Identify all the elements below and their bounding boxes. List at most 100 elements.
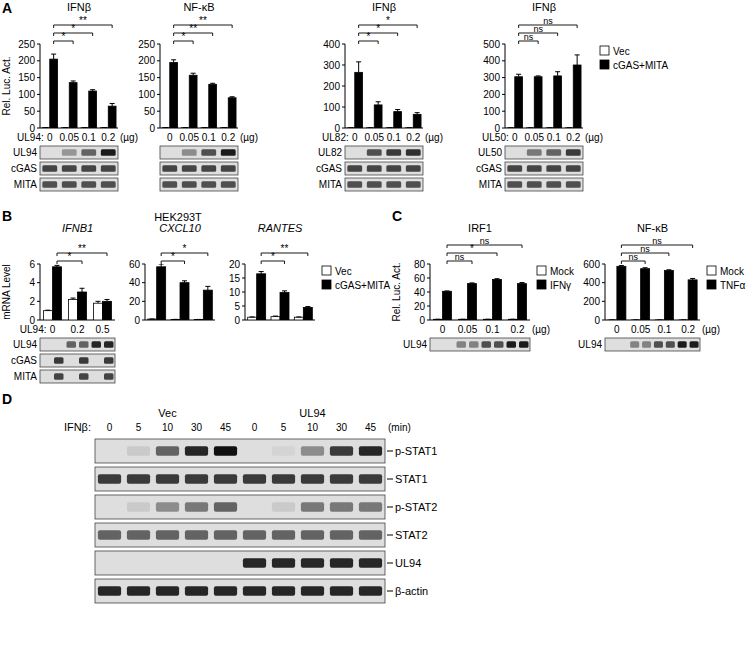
error-bar [415, 113, 420, 115]
blot-band [482, 341, 492, 348]
blot-band [330, 474, 353, 484]
blot-band [243, 474, 266, 484]
blot-band [67, 373, 77, 380]
plot-area [44, 265, 112, 320]
error-bar [80, 288, 85, 292]
row-pointer [387, 535, 393, 536]
blot-band [79, 341, 89, 348]
blot-band [185, 446, 208, 456]
blot-band [214, 446, 237, 456]
bar [347, 127, 355, 128]
error-bar [511, 319, 516, 320]
blot-band [221, 149, 236, 156]
bar [294, 317, 303, 320]
blot-band [507, 341, 517, 348]
bar [405, 127, 413, 128]
y-tick-label: 400 [323, 39, 340, 50]
blot-band [406, 165, 421, 172]
blot-band [330, 586, 353, 596]
x-tick-label: 0.05 [458, 324, 478, 335]
x-tick-label: 0.1 [387, 132, 401, 143]
y-tick-label: 15 [229, 273, 241, 284]
blot-band [507, 165, 522, 172]
blot-band [301, 586, 324, 596]
y-tick [502, 60, 505, 61]
y-tick [37, 264, 40, 265]
y-tick-label: 300 [483, 72, 500, 83]
blot-band [272, 558, 295, 568]
blot-band [507, 181, 522, 188]
error-bar [436, 319, 441, 320]
blot-band [301, 530, 324, 540]
x-tick-label: 0.05 [631, 324, 651, 335]
y-tick [242, 292, 245, 293]
error-bar [43, 127, 48, 128]
blot-band [367, 165, 382, 172]
error-bar [516, 74, 521, 77]
chart-title: IRF1 [468, 222, 492, 234]
bar [688, 280, 697, 320]
blot-band [690, 341, 699, 348]
error-bar [305, 306, 310, 308]
chart: NF-κB020040060000.050.10.2(µg)nsnsnsMock… [578, 222, 745, 351]
y-tick-label: 2 [29, 296, 35, 307]
error-bar [407, 127, 412, 128]
plot-area [42, 54, 116, 128]
bar [355, 72, 363, 128]
error-bar [82, 127, 87, 128]
error-bar [55, 265, 60, 266]
blot-label: MITA [319, 179, 342, 190]
y-tick-label: 100 [18, 89, 35, 100]
bar [459, 319, 468, 320]
blot-label: p-STAT2 [395, 501, 437, 513]
x-unit: (µg) [240, 132, 258, 143]
bar [632, 319, 641, 320]
blot-band [272, 474, 295, 484]
blot-band [92, 341, 102, 348]
x-tick-label: 0 [512, 132, 518, 143]
y-tick-label: 100 [138, 89, 155, 100]
x-prefix: UL50: [482, 132, 509, 143]
blot-band [243, 586, 266, 596]
blot-band [127, 502, 150, 512]
y-axis [605, 264, 606, 320]
bar [162, 127, 170, 128]
bar [209, 84, 217, 128]
blot-band [127, 586, 150, 596]
x-tick-label: 0.5 [96, 324, 110, 335]
background [0, 0, 750, 656]
y-tick [342, 128, 345, 129]
y-axis-label: mRNA Level [1, 264, 12, 320]
y-tick [427, 292, 430, 293]
blot-band [642, 341, 651, 348]
significance-label: ** [79, 15, 87, 26]
blot-band [182, 149, 197, 156]
x-tick-label: 0.1 [486, 324, 500, 335]
error-bar [445, 290, 450, 291]
error-bar [222, 127, 227, 128]
bar [554, 76, 562, 128]
blot-strip [505, 178, 583, 191]
x-tick-label: 0.2 [101, 132, 115, 143]
blot-band [81, 165, 96, 172]
blot-band [301, 474, 324, 484]
blot-band [98, 474, 121, 484]
bar [228, 98, 236, 128]
error-bar [666, 269, 671, 271]
blot-band [214, 530, 237, 540]
y-tick [142, 301, 145, 302]
y-tick [342, 65, 345, 66]
blot-strip [95, 467, 385, 491]
bar [89, 91, 97, 128]
blot-band [185, 558, 208, 568]
x-tick-label: 0.1 [657, 324, 671, 335]
legend-swatch [707, 266, 716, 275]
bar [434, 319, 443, 320]
error-bar [63, 127, 68, 128]
y-tick [37, 320, 40, 321]
blot-band [406, 149, 421, 156]
y-tick [157, 128, 160, 129]
error-bar [173, 319, 178, 320]
y-axis-label: Rel. Luc. Act. [391, 263, 402, 322]
bar [280, 293, 289, 320]
